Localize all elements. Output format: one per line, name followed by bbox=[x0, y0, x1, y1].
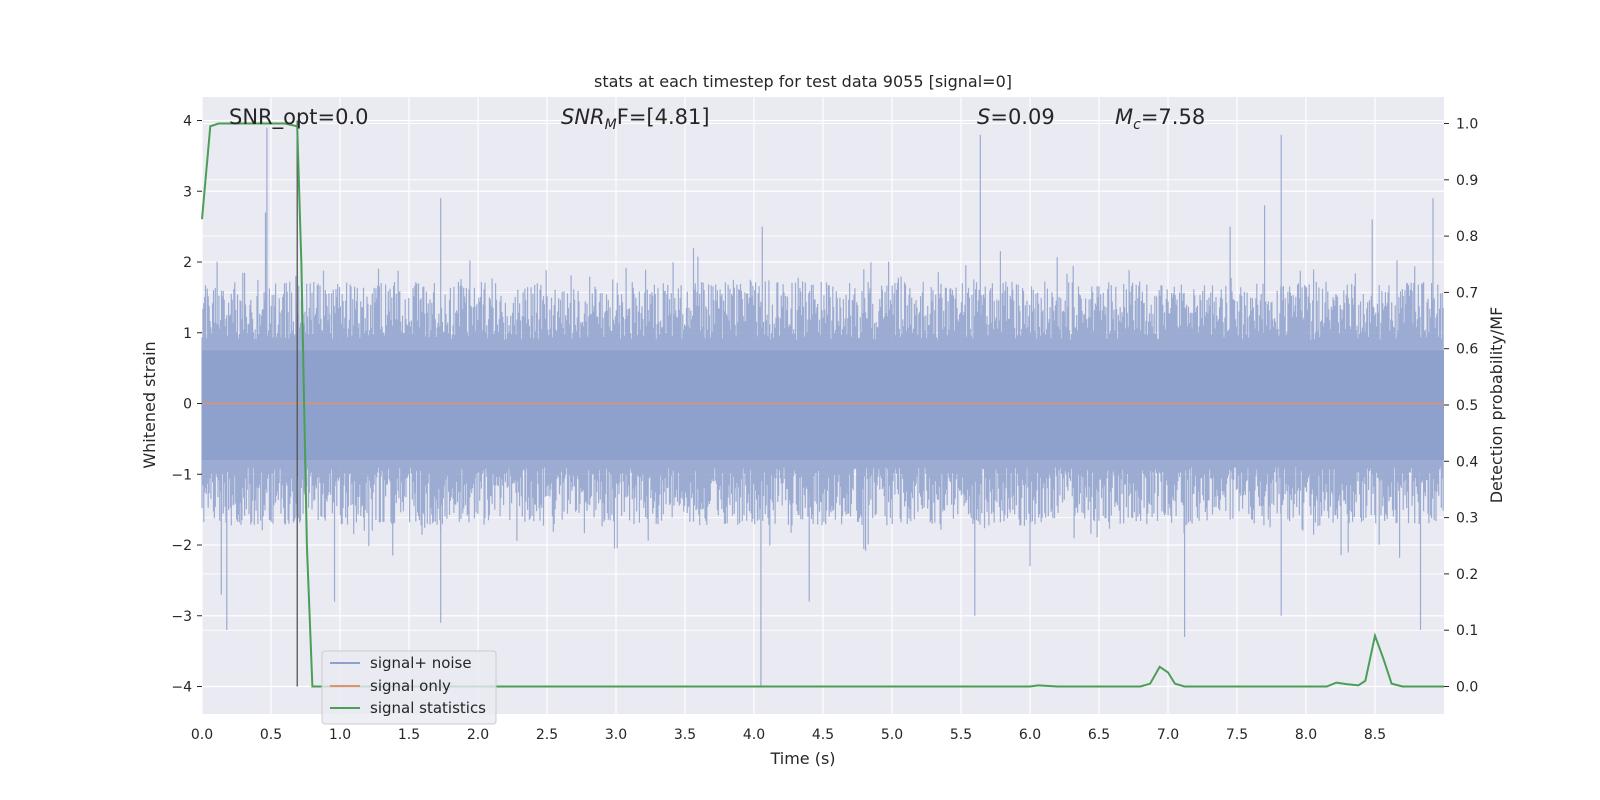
x-tick-label: 0.5 bbox=[260, 727, 282, 743]
y-left-axis-label: Whitened strain bbox=[140, 341, 159, 468]
legend-label-signal: signal only bbox=[370, 677, 451, 695]
y-right-tick-label: 0.9 bbox=[1456, 173, 1478, 189]
x-tick-label: 4.5 bbox=[812, 727, 834, 743]
y-left-tick-label: 1 bbox=[183, 326, 192, 342]
y-left-tick-label: 2 bbox=[183, 255, 192, 271]
signal-noise-series bbox=[201, 127, 1444, 687]
x-tick-label: 7.0 bbox=[1157, 727, 1179, 743]
y-right-tick-label: 0.6 bbox=[1456, 342, 1478, 358]
signal-statistics-series bbox=[201, 122, 1444, 688]
y-left-tick-label: −3 bbox=[171, 609, 192, 625]
y-left-tick-label: 3 bbox=[183, 184, 192, 200]
y-right-axis-ticks: 1.0 0.9 0.8 0.7 0.6 0.5 0.4 0.3 0.2 0.1 0.0 bbox=[1444, 117, 1478, 696]
y-left-tick-label: 4 bbox=[183, 114, 192, 130]
y-right-tick-label: 1.0 bbox=[1456, 117, 1478, 133]
x-tick-label: 1.5 bbox=[398, 727, 420, 743]
x-tick-label: 8.5 bbox=[1364, 727, 1386, 743]
x-tick-label: 6.0 bbox=[1019, 727, 1041, 743]
snr-opt-annotation: SNR_opt=0.0 bbox=[229, 105, 369, 130]
y-right-tick-label: 0.7 bbox=[1456, 285, 1478, 301]
y-right-tick-label: 0.2 bbox=[1456, 567, 1478, 583]
x-axis-ticks: 0.0 0.5 1.0 1.5 2.0 2.5 3.0 3.5 4.0 4.5 5.0 5.5 6.0 6… bbox=[191, 727, 1386, 743]
x-tick-label: 3.5 bbox=[674, 727, 696, 743]
legend-box bbox=[321, 650, 497, 725]
snr-mf-annotation: SNRMF=[4.81] bbox=[561, 105, 710, 133]
signal-noise-body bbox=[202, 350, 1444, 461]
x-tick-label: 6.5 bbox=[1088, 727, 1110, 743]
legend: signal+ noise signal only signal statist… bbox=[321, 650, 497, 725]
x-tick-label: 0.0 bbox=[191, 727, 213, 743]
x-tick-label: 4.0 bbox=[743, 727, 765, 743]
x-tick-label: 5.5 bbox=[950, 727, 972, 743]
x-tick-label: 3.0 bbox=[605, 727, 627, 743]
mc-annotation: Mc=7.58 bbox=[1115, 105, 1205, 133]
x-tick-label: 8.0 bbox=[1295, 727, 1317, 743]
y-left-tick-label: −4 bbox=[171, 680, 192, 696]
y-right-tick-label: 0.4 bbox=[1456, 454, 1478, 470]
y-left-tick-label: −2 bbox=[171, 538, 192, 554]
y-left-tick-label: 0 bbox=[183, 397, 192, 413]
x-tick-label: 2.0 bbox=[467, 727, 489, 743]
legend-label-stats: signal statistics bbox=[370, 699, 486, 717]
x-axis-label: Time (s) bbox=[769, 749, 835, 768]
legend-label-noise: signal+ noise bbox=[370, 654, 472, 672]
y-right-tick-label: 0.8 bbox=[1456, 229, 1478, 245]
x-tick-label: 5.0 bbox=[881, 727, 903, 743]
y-right-tick-label: 0.1 bbox=[1456, 623, 1478, 639]
y-right-tick-label: 0.5 bbox=[1456, 398, 1478, 414]
chart-title: stats at each timestep for test data 905… bbox=[594, 72, 1012, 91]
y-right-tick-label: 0.0 bbox=[1456, 680, 1478, 696]
y-right-tick-label: 0.3 bbox=[1456, 511, 1478, 527]
x-tick-label: 7.5 bbox=[1226, 727, 1248, 743]
y-right-axis-label: Detection probability/MF bbox=[1487, 307, 1506, 504]
y-left-tick-label: −1 bbox=[171, 467, 192, 483]
y-left-axis-ticks: 4 3 2 1 0 −1 −2 −3 −4 bbox=[171, 114, 202, 696]
x-tick-label: 1.0 bbox=[329, 727, 351, 743]
x-tick-label: 2.5 bbox=[536, 727, 558, 743]
s-annotation: S=0.09 bbox=[977, 105, 1055, 129]
